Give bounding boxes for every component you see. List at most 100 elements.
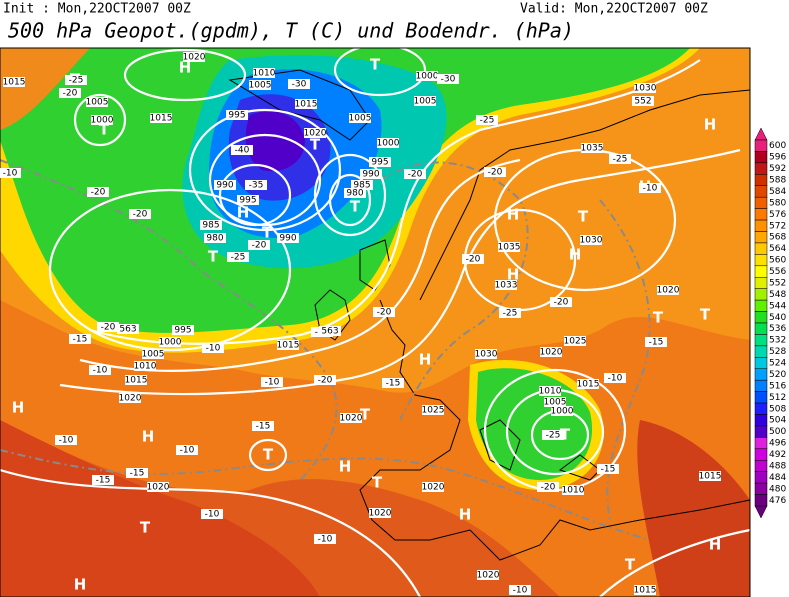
label-box bbox=[373, 307, 395, 317]
pressure-center: T bbox=[262, 224, 273, 242]
isobar bbox=[123, 48, 247, 102]
colorbar-swatch bbox=[754, 437, 768, 450]
colorbar-label: 552 bbox=[769, 278, 786, 288]
pressure-center: T bbox=[578, 208, 589, 226]
label-box bbox=[551, 406, 573, 416]
colorbar-swatch bbox=[754, 448, 768, 461]
label-box bbox=[288, 79, 310, 89]
contour-label: 1005 bbox=[544, 398, 567, 408]
colorbar-label: 600 bbox=[769, 141, 786, 151]
pressure-center: H bbox=[569, 246, 582, 264]
colorbar-swatch bbox=[754, 414, 768, 427]
pressure-center: T bbox=[653, 309, 664, 327]
colorbar-swatch bbox=[754, 151, 768, 164]
label-box bbox=[277, 340, 299, 350]
contour-label: -15 bbox=[649, 338, 664, 348]
label-box bbox=[319, 326, 341, 336]
colorbar-swatch bbox=[754, 460, 768, 472]
contour-label: -25 bbox=[480, 116, 495, 126]
label-box bbox=[176, 445, 198, 455]
label-box bbox=[253, 68, 275, 78]
pressure-center: H bbox=[237, 204, 250, 222]
pressure-center: T bbox=[625, 556, 636, 574]
label-box bbox=[499, 308, 521, 318]
contour-label: -25 bbox=[69, 76, 84, 86]
label-box bbox=[172, 325, 194, 335]
label-box bbox=[314, 375, 336, 385]
colorbar-label: 576 bbox=[769, 210, 786, 220]
colorbar-label: 532 bbox=[769, 336, 786, 346]
pressure-center: H bbox=[339, 458, 352, 476]
colorbar-swatch bbox=[754, 322, 768, 335]
pressure-center: T bbox=[560, 426, 571, 444]
label-box bbox=[477, 570, 499, 580]
label-box bbox=[134, 361, 156, 371]
label-box bbox=[550, 297, 572, 307]
contour-label: -20 bbox=[554, 298, 569, 308]
contour-label: 1005 bbox=[142, 350, 165, 360]
label-box bbox=[69, 334, 91, 344]
colorbar-swatch bbox=[754, 254, 768, 267]
colorbar-swatch bbox=[754, 185, 768, 198]
colorbar-label: 500 bbox=[769, 427, 786, 437]
colorbar-swatch bbox=[754, 299, 768, 312]
contour-label: 1030 bbox=[475, 350, 498, 360]
contour-label: 1010 bbox=[562, 486, 585, 496]
label-box bbox=[92, 475, 114, 485]
label-box bbox=[657, 285, 679, 295]
pressure-center: T bbox=[370, 56, 381, 74]
label-box bbox=[632, 96, 654, 106]
label-box bbox=[422, 482, 444, 492]
contour-label: 563 bbox=[119, 325, 136, 335]
label-box bbox=[537, 482, 559, 492]
label-box bbox=[462, 254, 484, 264]
contour-label: 995 bbox=[239, 196, 256, 206]
contour-label: -25 bbox=[613, 155, 628, 165]
colorbar-label: 560 bbox=[769, 256, 786, 266]
label-box bbox=[495, 280, 517, 290]
colorbar-label: 480 bbox=[769, 484, 786, 494]
label-box bbox=[295, 99, 317, 109]
contour-label: -15 bbox=[386, 379, 401, 389]
contour-label: -25 bbox=[231, 253, 246, 263]
map-frame bbox=[0, 47, 751, 597]
label-box bbox=[539, 386, 561, 396]
contour-label: -20 bbox=[318, 376, 333, 386]
colorbar-label: 556 bbox=[769, 267, 786, 277]
pressure-center: H bbox=[419, 351, 432, 369]
contour-label: 1000 bbox=[416, 72, 439, 82]
contour-label: 995 bbox=[371, 158, 388, 168]
isobar bbox=[313, 153, 387, 237]
label-box bbox=[498, 242, 520, 252]
label-box bbox=[634, 83, 656, 93]
label-box bbox=[544, 397, 566, 407]
colorbar-label: 548 bbox=[769, 290, 786, 300]
contour-label: 1020 bbox=[657, 286, 680, 296]
contour-label: -25 bbox=[503, 309, 518, 319]
contour-label: -15 bbox=[601, 465, 616, 475]
contour-label: 1000 bbox=[159, 338, 182, 348]
label-box bbox=[142, 349, 164, 359]
colorbar-label: 516 bbox=[769, 381, 786, 391]
colorbar-label: 568 bbox=[769, 233, 786, 243]
contour-label: -35 bbox=[249, 181, 264, 191]
field-se-red bbox=[637, 420, 750, 597]
contour-label: -30 bbox=[292, 80, 307, 90]
pressure-center: H bbox=[179, 59, 192, 77]
label-box bbox=[86, 97, 108, 107]
contour-label: 1005 bbox=[414, 97, 437, 107]
isobar bbox=[599, 528, 751, 597]
isotherm bbox=[379, 161, 529, 421]
contour-label: 1035 bbox=[581, 144, 604, 154]
contour-label: 1020 bbox=[119, 394, 142, 404]
contour-label: 1020 bbox=[304, 129, 327, 139]
label-box bbox=[476, 115, 498, 125]
colorbar-label: 476 bbox=[769, 496, 786, 506]
contour-label: -10 bbox=[513, 586, 528, 596]
colorbar-swatch bbox=[754, 334, 768, 347]
contour-label: 1030 bbox=[634, 84, 657, 94]
label-box bbox=[484, 167, 506, 177]
contour-label: 980 bbox=[346, 189, 363, 199]
